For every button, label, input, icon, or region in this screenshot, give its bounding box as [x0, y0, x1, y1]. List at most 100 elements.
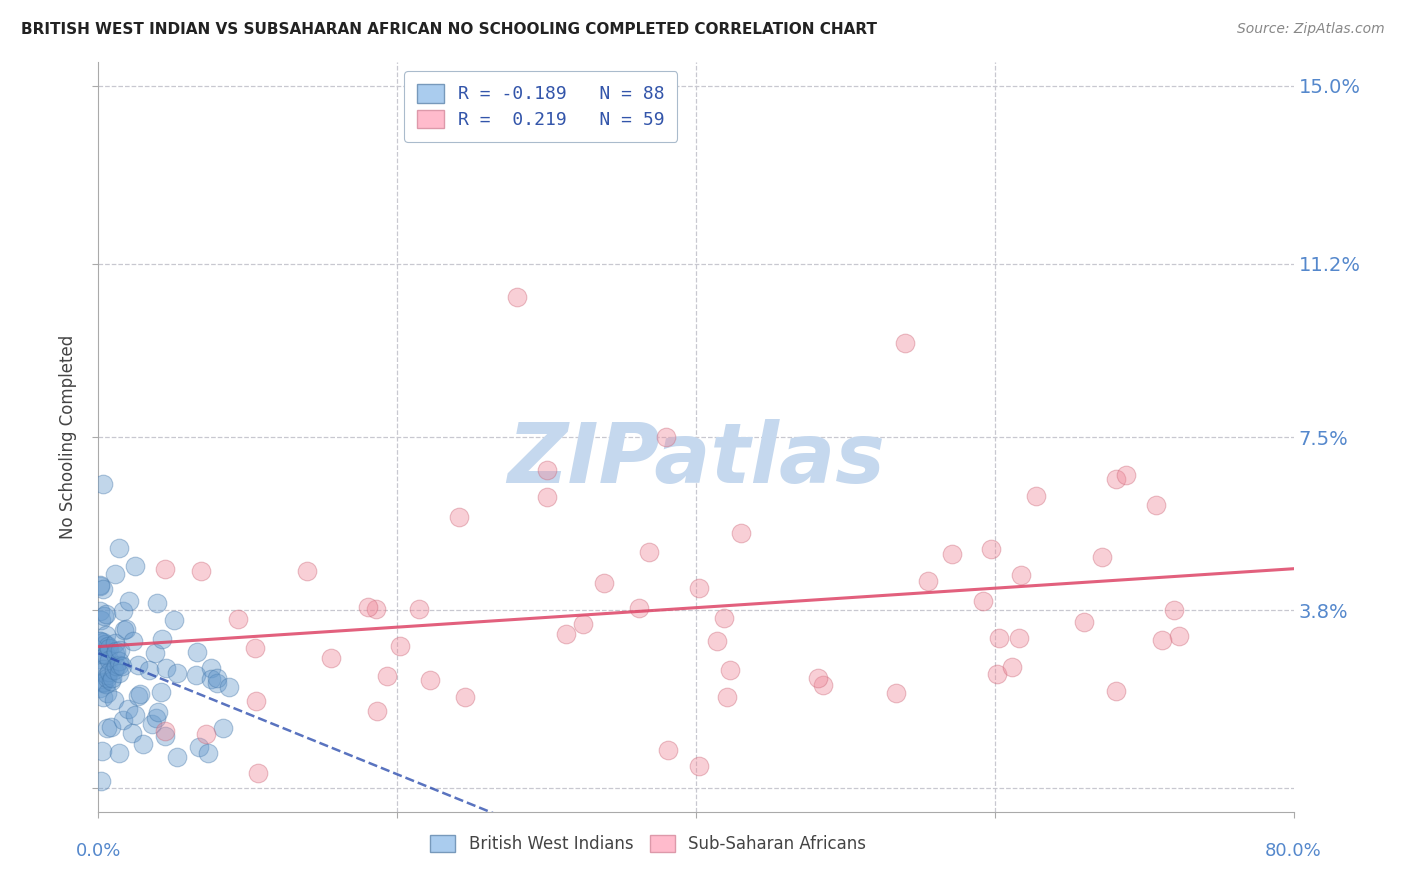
Point: [153, 561, 176, 575]
Point: [89, 604, 111, 618]
Point: [94, 648, 117, 662]
Point: [941, 547, 963, 561]
Point: [124, 708, 146, 723]
Point: [1091, 550, 1114, 565]
Point: [389, 639, 412, 653]
Point: [986, 666, 1008, 681]
Point: [91, 744, 114, 758]
Point: [638, 545, 661, 559]
Point: [657, 743, 679, 757]
Point: [108, 541, 131, 556]
Point: [190, 565, 212, 579]
Point: [101, 671, 124, 685]
Point: [894, 336, 917, 351]
Text: ZIPatlas: ZIPatlas: [508, 419, 884, 500]
Point: [718, 663, 741, 677]
Point: [1105, 472, 1128, 486]
Point: [988, 631, 1011, 645]
Point: [91, 647, 114, 661]
Point: [319, 651, 342, 665]
Point: [96, 668, 118, 682]
Point: [141, 716, 163, 731]
Point: [108, 654, 131, 668]
Point: [89, 579, 111, 593]
Point: [96, 722, 118, 736]
Point: [972, 594, 994, 608]
Point: [121, 726, 143, 740]
Point: [94, 628, 117, 642]
Point: [91, 676, 114, 690]
Point: [105, 659, 128, 673]
Point: [108, 665, 131, 680]
Point: [94, 677, 117, 691]
Point: [1115, 467, 1137, 482]
Point: [730, 526, 752, 541]
Point: [295, 564, 318, 578]
Point: [1008, 631, 1031, 645]
Point: [107, 747, 129, 761]
Point: [163, 613, 186, 627]
Point: [91, 690, 114, 704]
Point: [112, 623, 135, 637]
Point: [115, 622, 138, 636]
Point: [91, 476, 114, 491]
Point: [205, 671, 228, 685]
Point: [212, 721, 235, 735]
Point: [419, 673, 441, 687]
Point: [1073, 615, 1095, 629]
Point: [243, 640, 266, 655]
Point: [554, 627, 576, 641]
Point: [104, 636, 127, 650]
Point: [1001, 660, 1024, 674]
Point: [1025, 489, 1047, 503]
Point: [104, 567, 127, 582]
Point: [593, 575, 616, 590]
Point: [366, 704, 388, 718]
Point: [184, 668, 207, 682]
Point: [571, 617, 593, 632]
Point: [713, 610, 735, 624]
Point: [706, 634, 728, 648]
Point: [127, 689, 149, 703]
Point: [138, 663, 160, 677]
Point: [366, 602, 388, 616]
Point: [188, 739, 211, 754]
Point: [117, 702, 139, 716]
Point: [200, 672, 222, 686]
Point: [536, 490, 558, 504]
Point: [104, 643, 127, 657]
Point: [129, 687, 152, 701]
Y-axis label: No Schooling Completed: No Schooling Completed: [59, 335, 77, 539]
Point: [146, 596, 169, 610]
Legend: British West Indians, Sub-Saharan Africans: British West Indians, Sub-Saharan Africa…: [423, 828, 873, 860]
Point: [104, 647, 127, 661]
Text: 0.0%: 0.0%: [76, 842, 121, 860]
Point: [1152, 633, 1174, 648]
Point: [103, 692, 125, 706]
Point: [98, 665, 121, 679]
Point: [108, 642, 131, 657]
Point: [166, 666, 188, 681]
Point: [146, 706, 169, 720]
Point: [89, 652, 111, 666]
Point: [150, 632, 173, 646]
Point: [155, 661, 177, 675]
Point: [90, 647, 112, 661]
Point: [145, 711, 167, 725]
Point: [408, 602, 430, 616]
Point: [132, 737, 155, 751]
Point: [90, 665, 112, 680]
Point: [100, 721, 122, 735]
Point: [155, 724, 177, 739]
Point: [93, 609, 115, 624]
Point: [245, 693, 267, 707]
Point: [91, 582, 114, 597]
Point: [1144, 498, 1167, 512]
Point: [108, 657, 131, 672]
Point: [127, 658, 149, 673]
Point: [917, 574, 939, 588]
Point: [89, 633, 111, 648]
Point: [96, 685, 118, 699]
Point: [89, 681, 111, 695]
Point: [1104, 684, 1126, 698]
